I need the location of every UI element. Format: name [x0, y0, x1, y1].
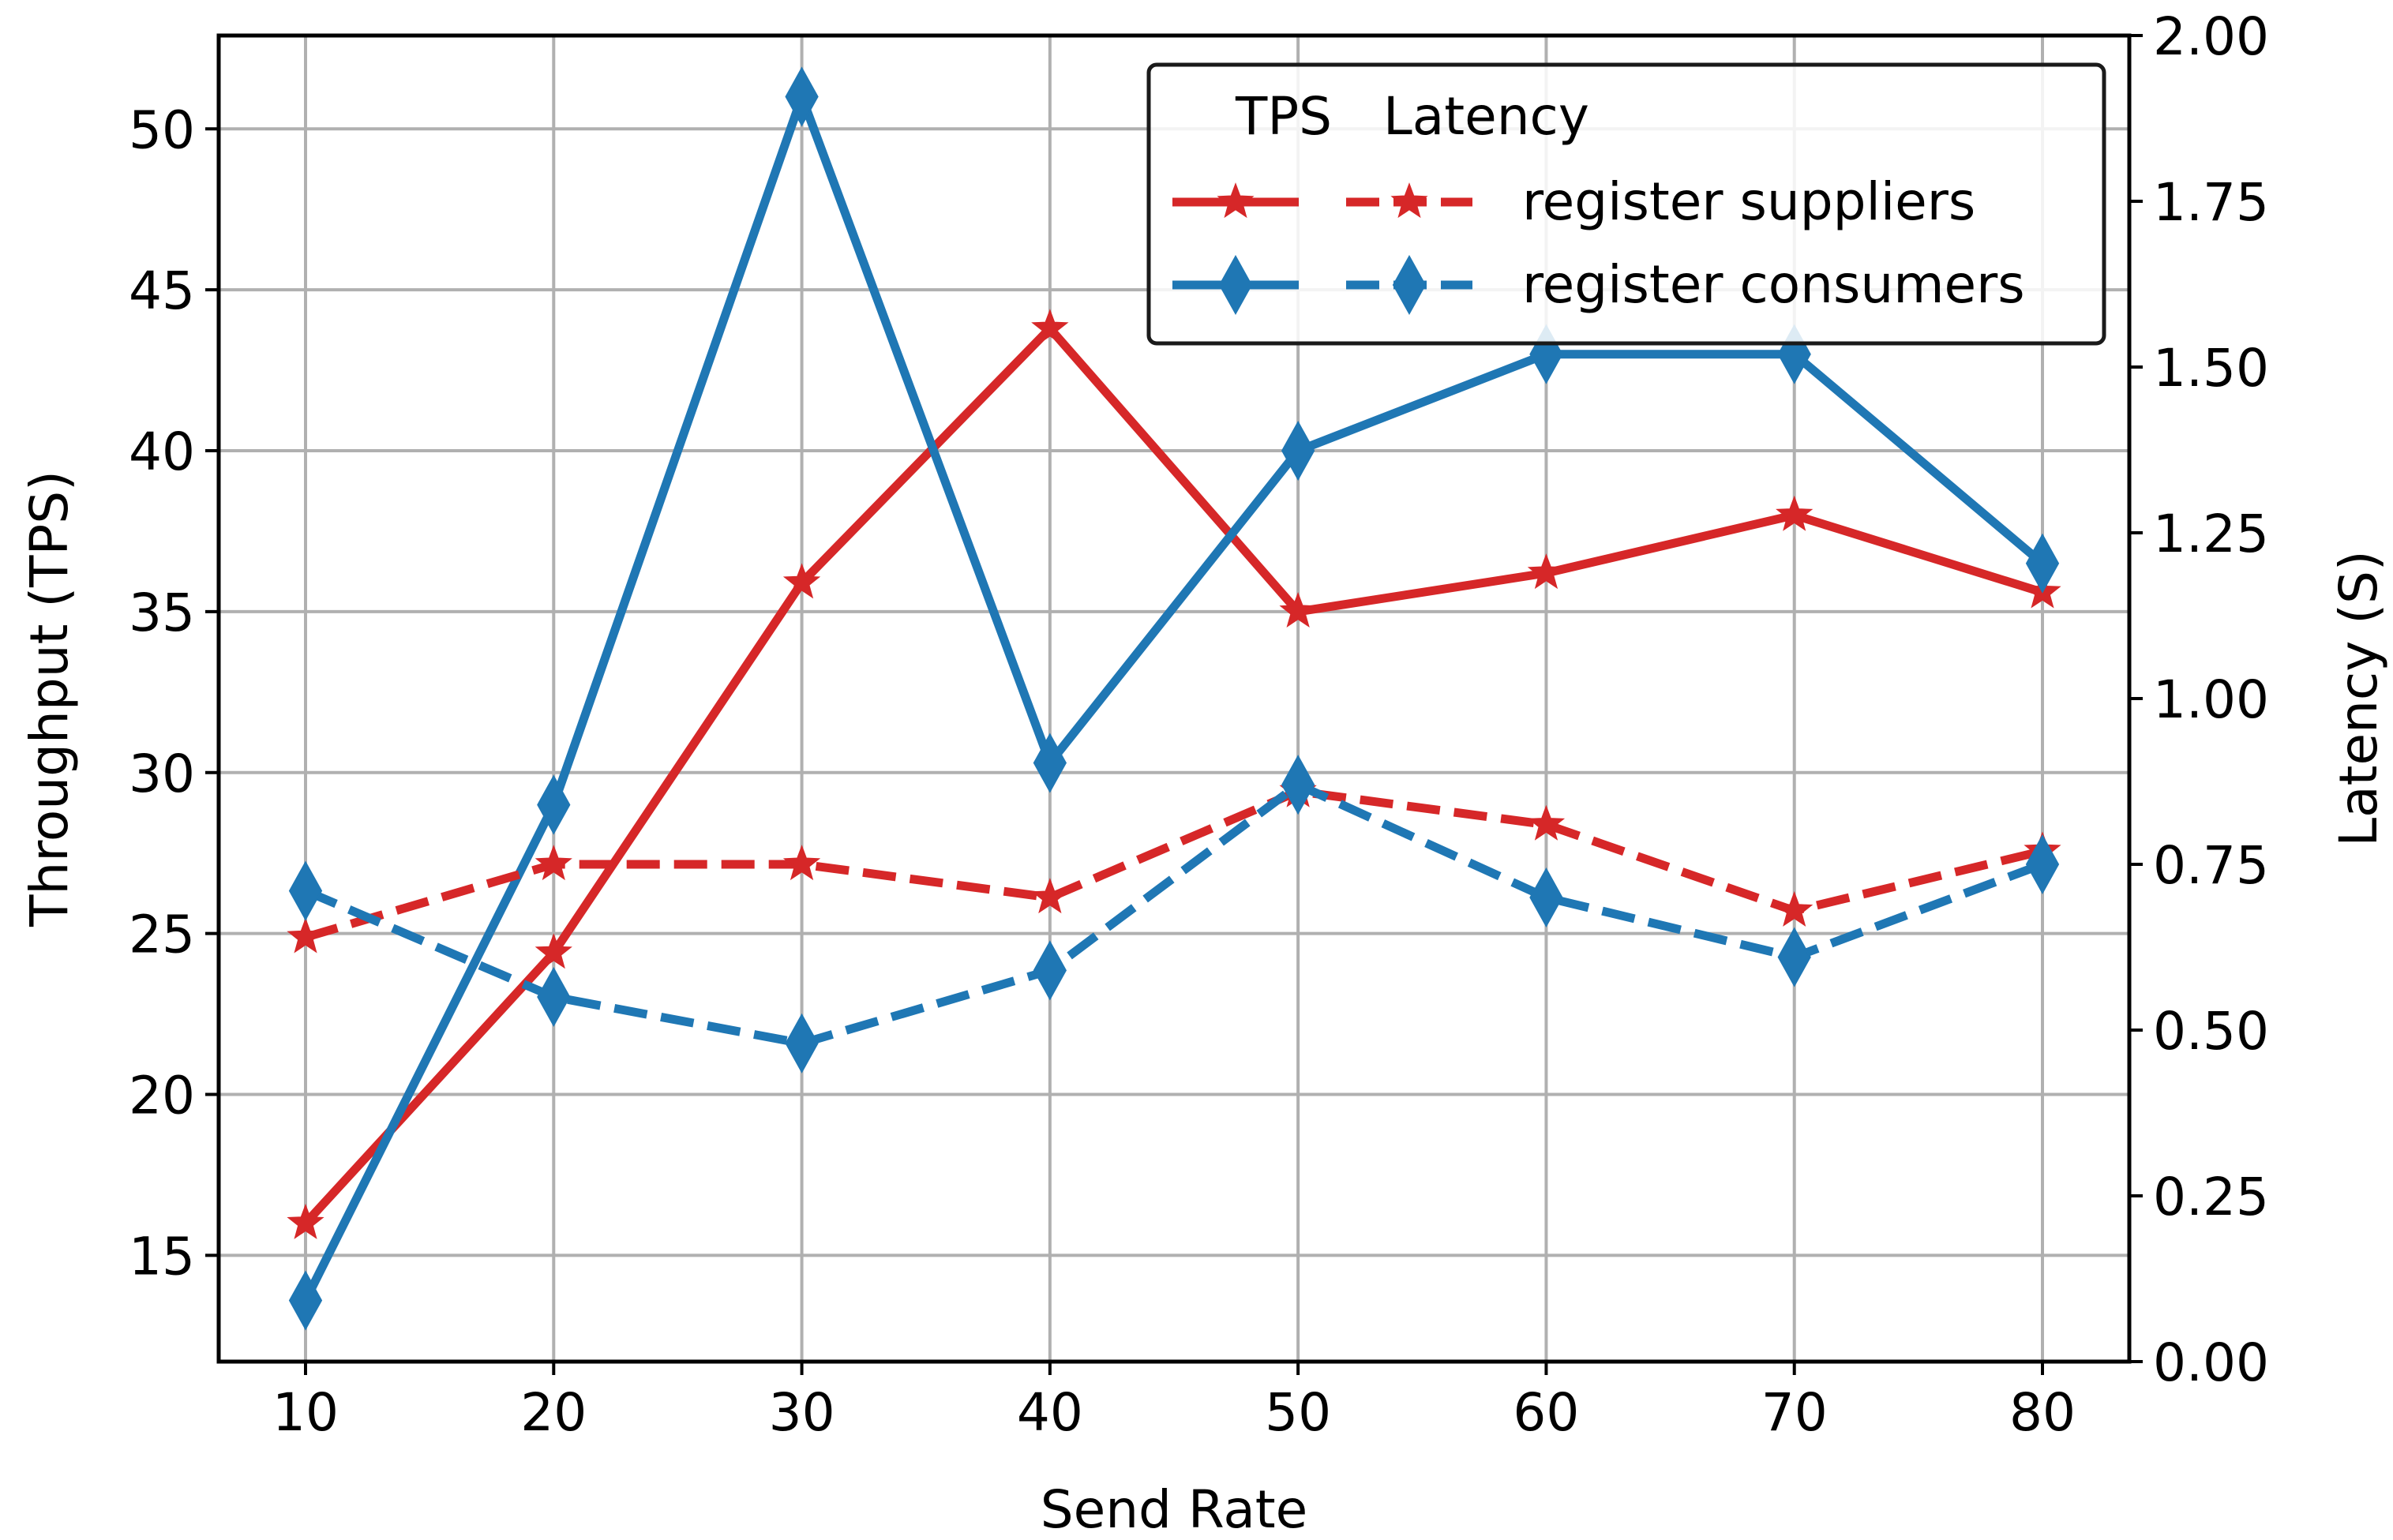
y-left-tick-label: 15: [129, 1226, 195, 1287]
y-right-tick-label: 0.50: [2153, 1001, 2269, 1062]
series-line-register-consumers-tps: [302, 92, 2046, 1302]
legend-entries: [1172, 182, 1472, 316]
legend-label-consumers: register consumers: [1522, 254, 2025, 315]
legend-label-suppliers: register suppliers: [1522, 171, 1975, 232]
ticks: 10 20 30 40 50 60 70 80 15 20 25 30 35 40 45 50 0.00 0.25…: [129, 6, 2269, 1443]
y-right-tick-label: 1.00: [2153, 669, 2269, 730]
x-tick-label: 70: [1761, 1382, 1828, 1443]
point-register-suppliers-latency: [1527, 804, 1566, 841]
point-register-consumers-latency: [2025, 834, 2060, 895]
x-tick-label: 80: [2009, 1382, 2076, 1443]
point-register-suppliers-tps: [1279, 592, 1317, 628]
point-register-consumers-latency: [1529, 867, 1563, 928]
legend-marker-latency-consumers: [1392, 254, 1427, 316]
point-register-consumers-latency: [1033, 940, 1067, 1001]
y-axis-right-title: Latency (S): [2328, 550, 2389, 846]
y-right-tick-label: 0.75: [2153, 835, 2269, 896]
point-register-consumers-tps: [537, 774, 571, 835]
y-right-tick-label: 2.00: [2153, 6, 2269, 67]
x-tick-label: 40: [1017, 1382, 1083, 1443]
point-register-consumers-tps: [2025, 533, 2060, 594]
legend-box: [1146, 62, 2106, 346]
point-register-consumers-latency: [785, 1013, 819, 1074]
point-register-suppliers-tps: [1776, 495, 1814, 531]
point-register-suppliers-latency: [1776, 890, 1814, 927]
series-layer: [287, 66, 2061, 1331]
legend-marker-tps-consumers: [1218, 254, 1253, 316]
series-line-register-suppliers-latency: [304, 787, 2044, 942]
y-left-tick-label: 20: [129, 1066, 195, 1126]
point-register-suppliers-tps: [287, 1203, 324, 1239]
x-tick-label: 60: [1513, 1382, 1579, 1443]
y-left-tick-label: 50: [129, 99, 195, 160]
point-register-consumers-latency: [288, 860, 323, 921]
y-right-tick-label: 1.50: [2153, 338, 2269, 399]
point-register-consumers-latency: [1777, 927, 1811, 987]
point-register-consumers-latency: [537, 966, 571, 1028]
y-left-tick-label: 30: [129, 744, 195, 804]
y-right-tick-label: 0.25: [2153, 1167, 2269, 1227]
x-axis-title: Send Rate: [1041, 1479, 1308, 1540]
point-register-suppliers-tps: [534, 933, 572, 969]
y-left-tick-label: 25: [129, 905, 195, 965]
x-tick-label: 20: [520, 1382, 587, 1443]
y-right-tick-label: 1.75: [2153, 172, 2269, 233]
point-register-consumers-tps: [785, 66, 819, 127]
point-register-suppliers-tps: [782, 563, 821, 599]
y-axis-left-title: Throughput (TPS): [19, 470, 80, 927]
point-register-consumers-latency: [1281, 755, 1315, 815]
x-tick-label: 30: [769, 1382, 835, 1443]
y-right-tick-label: 1.25: [2153, 504, 2269, 564]
point-register-suppliers-latency: [782, 845, 821, 881]
legend-marker-latency-suppliers: [1390, 182, 1428, 219]
point-register-consumers-tps: [288, 1270, 323, 1331]
series-line-register-suppliers-tps: [302, 324, 2044, 1227]
legend-header-tps: TPS: [1235, 86, 1332, 147]
point-register-consumers-tps: [1281, 420, 1315, 481]
point-register-consumers-tps: [1033, 733, 1067, 793]
series-line-register-consumers-latency: [303, 780, 2044, 1048]
point-register-suppliers-tps: [1031, 309, 1069, 345]
x-tick-label: 50: [1265, 1382, 1331, 1443]
x-tick-label: 10: [272, 1382, 339, 1443]
point-register-suppliers-tps: [1527, 553, 1566, 590]
legend-header-latency: Latency: [1383, 86, 1589, 147]
y-left-tick-label: 40: [129, 422, 195, 482]
point-register-suppliers-latency: [287, 917, 324, 954]
y-left-tick-label: 45: [129, 260, 195, 321]
y-right-tick-label: 0.00: [2153, 1332, 2269, 1393]
point-register-suppliers-latency: [1031, 878, 1069, 914]
legend-marker-tps-suppliers: [1217, 182, 1255, 219]
y-left-tick-label: 35: [129, 583, 195, 643]
legend: TPS Latency register suppliers register …: [1146, 62, 2106, 346]
point-register-suppliers-latency: [534, 845, 572, 881]
